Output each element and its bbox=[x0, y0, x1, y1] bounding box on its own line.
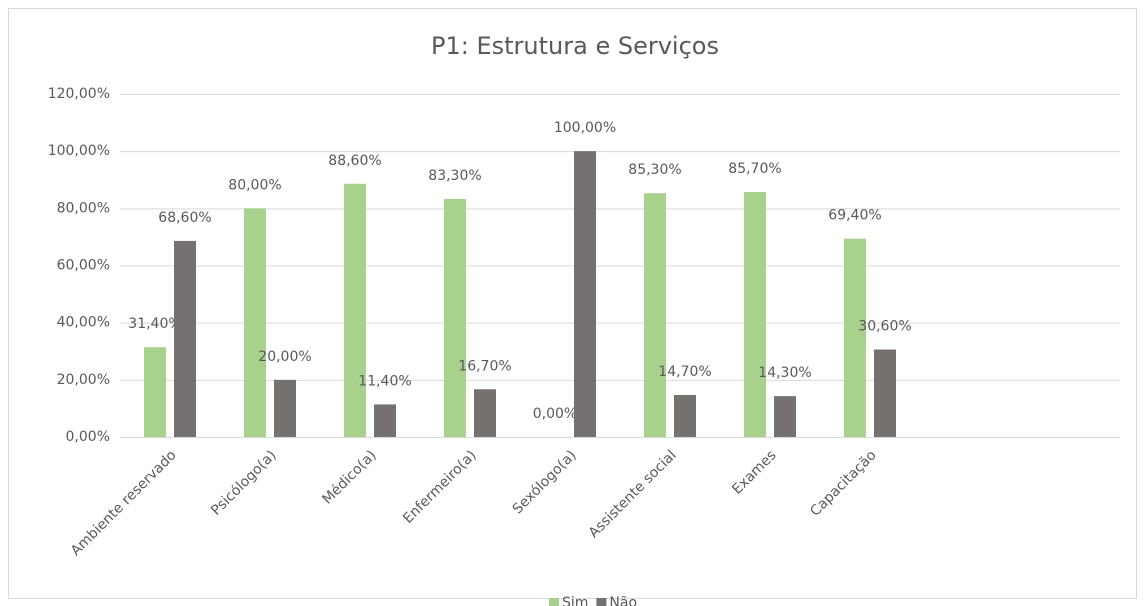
value-label: 11,40% bbox=[358, 373, 411, 389]
legend-label: Não bbox=[609, 595, 637, 606]
value-label: 30,60% bbox=[858, 319, 911, 335]
bar bbox=[744, 192, 766, 437]
y-tick-label: 80,00% bbox=[57, 200, 110, 216]
bar bbox=[474, 389, 496, 437]
value-label: 69,40% bbox=[828, 208, 881, 224]
bar bbox=[174, 240, 196, 437]
y-tick-label: 40,00% bbox=[57, 315, 110, 331]
chart-border bbox=[8, 8, 1137, 599]
bar bbox=[874, 349, 896, 437]
value-label: 68,60% bbox=[158, 210, 211, 226]
bar bbox=[674, 394, 696, 437]
y-tick-label: 120,00% bbox=[48, 86, 110, 102]
bar bbox=[244, 208, 266, 437]
bar bbox=[844, 238, 866, 437]
legend-label: Sim bbox=[562, 595, 588, 606]
bar bbox=[644, 193, 666, 437]
legend-swatch bbox=[596, 598, 607, 606]
value-label: 14,30% bbox=[758, 365, 811, 381]
bar bbox=[144, 347, 166, 437]
value-label: 100,00% bbox=[554, 120, 616, 136]
value-label: 31,40% bbox=[128, 316, 181, 332]
y-tick-label: 20,00% bbox=[57, 372, 110, 388]
chart-title: P1: Estrutura e Serviços bbox=[431, 32, 719, 60]
value-label: 0,00% bbox=[533, 406, 577, 422]
y-tick-label: 100,00% bbox=[48, 143, 110, 159]
y-tick-label: 0,00% bbox=[66, 429, 110, 445]
y-tick-label: 60,00% bbox=[57, 258, 110, 274]
bar bbox=[274, 379, 296, 437]
value-label: 85,70% bbox=[728, 161, 781, 177]
bar bbox=[374, 404, 396, 437]
value-label: 20,00% bbox=[258, 349, 311, 365]
legend-swatch bbox=[549, 598, 559, 606]
value-label: 16,70% bbox=[458, 358, 511, 374]
bar bbox=[774, 396, 796, 437]
value-label: 88,60% bbox=[328, 153, 381, 169]
bar bbox=[574, 151, 596, 437]
value-label: 85,30% bbox=[628, 162, 681, 178]
value-label: 14,70% bbox=[658, 364, 711, 380]
bar bbox=[344, 183, 366, 437]
value-label: 83,30% bbox=[428, 168, 481, 184]
bar bbox=[444, 198, 466, 437]
value-label: 80,00% bbox=[228, 177, 281, 193]
